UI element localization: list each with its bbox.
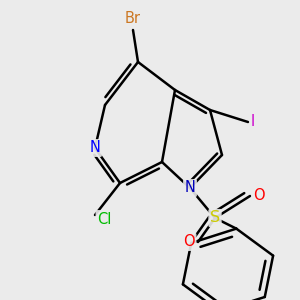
Text: O: O: [253, 188, 265, 203]
Text: O: O: [183, 235, 195, 250]
Text: I: I: [251, 115, 255, 130]
Text: S: S: [210, 211, 220, 226]
Text: Cl: Cl: [97, 212, 111, 226]
Text: Br: Br: [125, 11, 141, 26]
Text: N: N: [184, 181, 195, 196]
Text: N: N: [90, 140, 101, 155]
